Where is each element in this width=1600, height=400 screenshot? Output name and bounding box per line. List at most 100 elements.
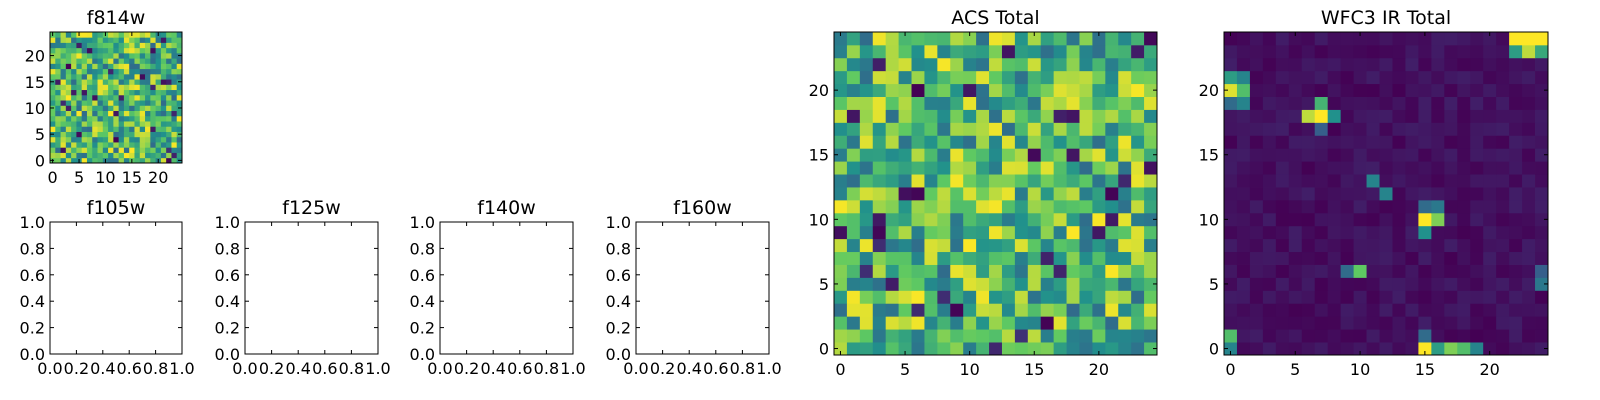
heatmap-cell — [76, 136, 83, 143]
heatmap-cell — [1131, 83, 1145, 97]
heatmap-cell — [1353, 161, 1367, 175]
heatmap-cell — [1249, 135, 1264, 149]
heatmap-cell — [1118, 277, 1132, 291]
heatmap-cell — [139, 32, 146, 38]
heatmap-cell — [1457, 290, 1471, 304]
heatmap-cell — [150, 110, 156, 117]
heatmap-cell — [1379, 70, 1393, 85]
heatmap-cell — [118, 136, 125, 143]
heatmap-cell — [1224, 96, 1238, 110]
heatmap-cell — [65, 73, 72, 80]
heatmap-cell — [1066, 251, 1080, 265]
heatmap-cell — [1301, 57, 1316, 72]
heatmap-cell — [123, 94, 130, 101]
heatmap-cell — [71, 68, 77, 75]
heatmap-cell — [81, 126, 88, 132]
heatmap-cell — [1131, 290, 1145, 304]
heatmap-cell — [134, 121, 141, 127]
heatmap-cell — [1353, 96, 1367, 110]
y-tick-label: 0.6 — [410, 266, 435, 285]
heatmap-cell — [1001, 225, 1016, 240]
heatmap-cell — [1105, 329, 1119, 343]
heatmap-cell — [60, 136, 67, 143]
heatmap-cell — [81, 52, 88, 59]
heatmap-cell — [50, 37, 56, 43]
heatmap-cell — [1535, 212, 1549, 227]
heatmap-cell — [1118, 199, 1132, 214]
heatmap-cell — [1288, 174, 1303, 188]
heatmap-cell — [139, 126, 146, 132]
heatmap-cell — [1144, 290, 1158, 304]
heatmap-cell — [1131, 32, 1145, 46]
heatmap-cell — [1340, 212, 1354, 227]
heatmap-cell — [1366, 174, 1380, 188]
heatmap-cell — [1066, 316, 1080, 330]
heatmap-cell — [1144, 57, 1158, 72]
heatmap-cell — [1444, 161, 1458, 175]
heatmap-cell — [108, 126, 114, 132]
heatmap-cell — [1301, 342, 1316, 356]
heatmap-cell — [1431, 212, 1445, 227]
heatmap-cell — [50, 84, 56, 91]
heatmap-cell — [113, 152, 120, 159]
heatmap-cell — [1249, 83, 1264, 97]
heatmap-cell — [989, 122, 1003, 136]
heatmap-cell — [92, 105, 98, 111]
heatmap-cell — [108, 37, 114, 43]
heatmap-cell — [1522, 122, 1536, 136]
heatmap-cell — [1457, 303, 1471, 317]
heatmap-cell — [1092, 44, 1106, 59]
heatmap-cell — [139, 84, 146, 91]
heatmap-cell — [989, 174, 1003, 188]
heatmap-cell — [160, 89, 167, 96]
heatmap-cell — [1131, 238, 1145, 253]
heatmap-cell — [1001, 277, 1016, 291]
heatmap-cell — [145, 47, 151, 54]
heatmap-cell — [1236, 329, 1251, 343]
heatmap-cell — [1379, 187, 1393, 201]
heatmap-cell — [1457, 212, 1471, 227]
heatmap-cell — [1014, 290, 1029, 304]
heatmap-cell — [1483, 174, 1497, 188]
heatmap-cell — [55, 126, 61, 132]
heatmap-cell — [1314, 290, 1329, 304]
heatmap-cell — [1340, 109, 1354, 123]
heatmap-cell — [81, 121, 88, 127]
heatmap-cell — [963, 212, 977, 227]
heatmap-cell — [92, 136, 98, 143]
heatmap-cell — [139, 147, 146, 153]
heatmap-cell — [1001, 32, 1016, 46]
heatmap-cell — [86, 105, 93, 111]
heatmap-cell — [1144, 122, 1158, 136]
heatmap-cell — [50, 121, 56, 127]
heatmap-cell — [885, 187, 899, 201]
heatmap-cell — [1392, 57, 1406, 72]
heatmap-cell — [1040, 32, 1055, 46]
heatmap-cell — [1340, 96, 1354, 110]
heatmap-cell — [92, 142, 98, 148]
heatmap-cell — [65, 94, 72, 101]
heatmap-cell — [1405, 44, 1419, 59]
heatmap-cell — [1105, 148, 1119, 162]
heatmap-cell — [1444, 212, 1458, 227]
heatmap-cell — [1288, 161, 1303, 175]
heatmap-cell — [846, 148, 861, 162]
heatmap-cell — [86, 73, 93, 80]
heatmap-cell — [1301, 70, 1316, 85]
heatmap-cell — [1053, 329, 1067, 343]
heatmap-cell — [102, 152, 109, 159]
heatmap-cell — [924, 32, 938, 46]
heatmap-cell — [102, 110, 109, 117]
heatmap-cell — [1444, 32, 1458, 46]
heatmap-cell — [123, 110, 130, 117]
heatmap-cell — [937, 316, 951, 330]
heatmap-cell — [1405, 174, 1419, 188]
heatmap-cell — [924, 251, 938, 265]
heatmap-cell — [166, 32, 172, 38]
heatmap-cell — [171, 157, 178, 164]
heatmap-cell — [171, 84, 178, 91]
heatmap-cell — [60, 126, 67, 132]
heatmap-cell — [123, 142, 130, 148]
heatmap-cell — [1053, 122, 1067, 136]
heatmap-cell — [1014, 109, 1029, 123]
